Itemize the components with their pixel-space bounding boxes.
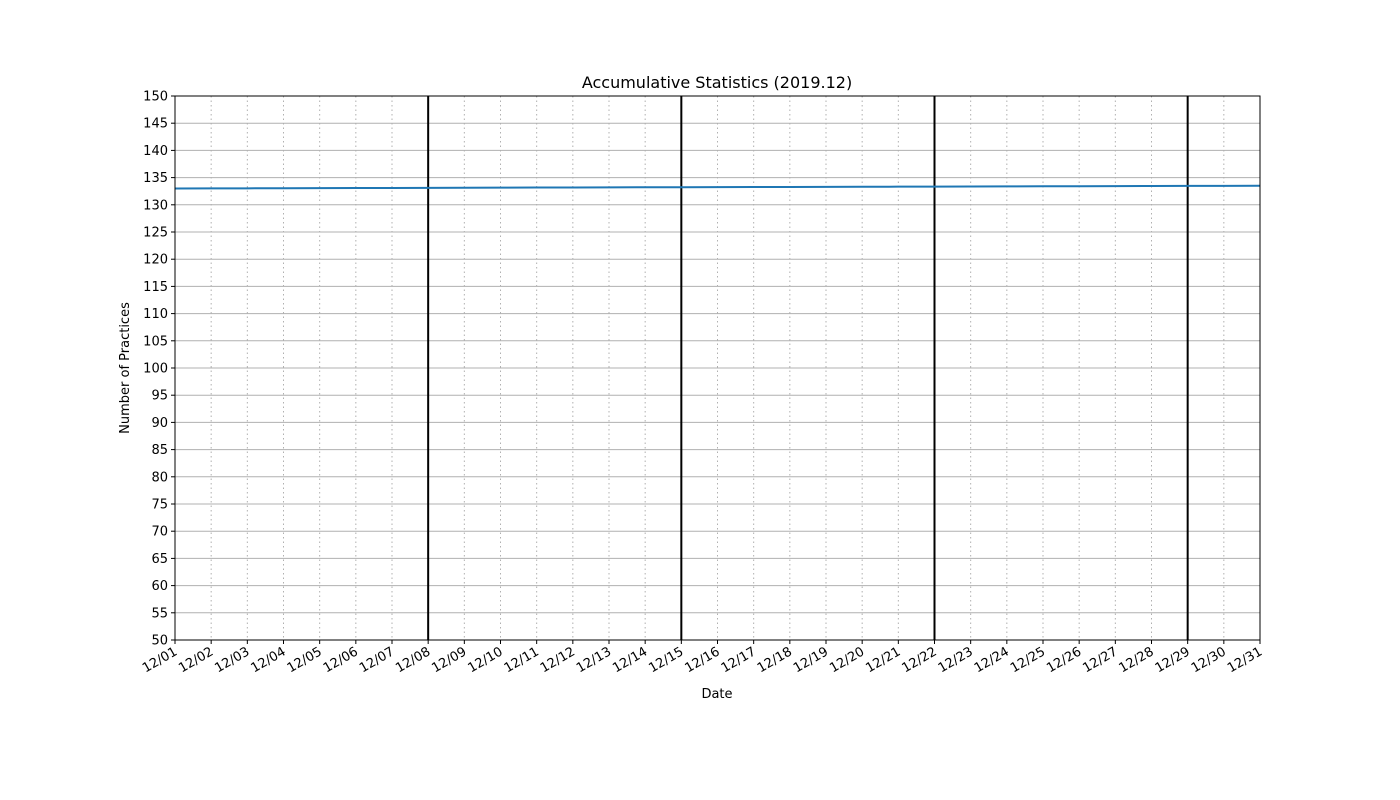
series-lines: [174, 184, 1261, 190]
y-tick-label: 135: [143, 171, 168, 186]
y-tick-label: 115: [143, 280, 168, 295]
grid: [174, 95, 1261, 641]
y-tick-label: 140: [143, 144, 168, 159]
y-tick-label: 90: [151, 416, 168, 431]
y-tick-label: 100: [143, 362, 168, 377]
y-axis-ticks: 50 55 60 65 70 75 80 85 90 95 100 105 110 115 120 125 13…: [143, 90, 175, 649]
y-tick-label: 145: [143, 117, 168, 132]
chart-title: Accumulative Statistics (2019.12): [582, 73, 852, 92]
y-tick-label: 65: [151, 552, 168, 567]
y-tick-label: 60: [151, 579, 168, 594]
y-tick-label: 85: [151, 443, 168, 458]
y-tick-label: 50: [151, 634, 168, 649]
y-tick-label: 95: [151, 389, 168, 404]
y-tick-label: 80: [151, 470, 168, 485]
y-tick-label: 150: [143, 90, 168, 105]
y-tick-label: 75: [151, 498, 168, 513]
y-axis-label: Number of Practices: [118, 302, 133, 434]
series-line: [174, 184, 1261, 190]
y-tick-label: 130: [143, 198, 168, 213]
x-axis-label: Date: [701, 687, 732, 702]
y-tick-label: 105: [143, 334, 168, 349]
y-tick-label: 125: [143, 226, 168, 241]
y-tick-label: 120: [143, 253, 168, 268]
y-tick-label: 55: [151, 606, 168, 621]
y-tick-label: 70: [151, 525, 168, 540]
y-tick-label: 110: [143, 307, 168, 322]
